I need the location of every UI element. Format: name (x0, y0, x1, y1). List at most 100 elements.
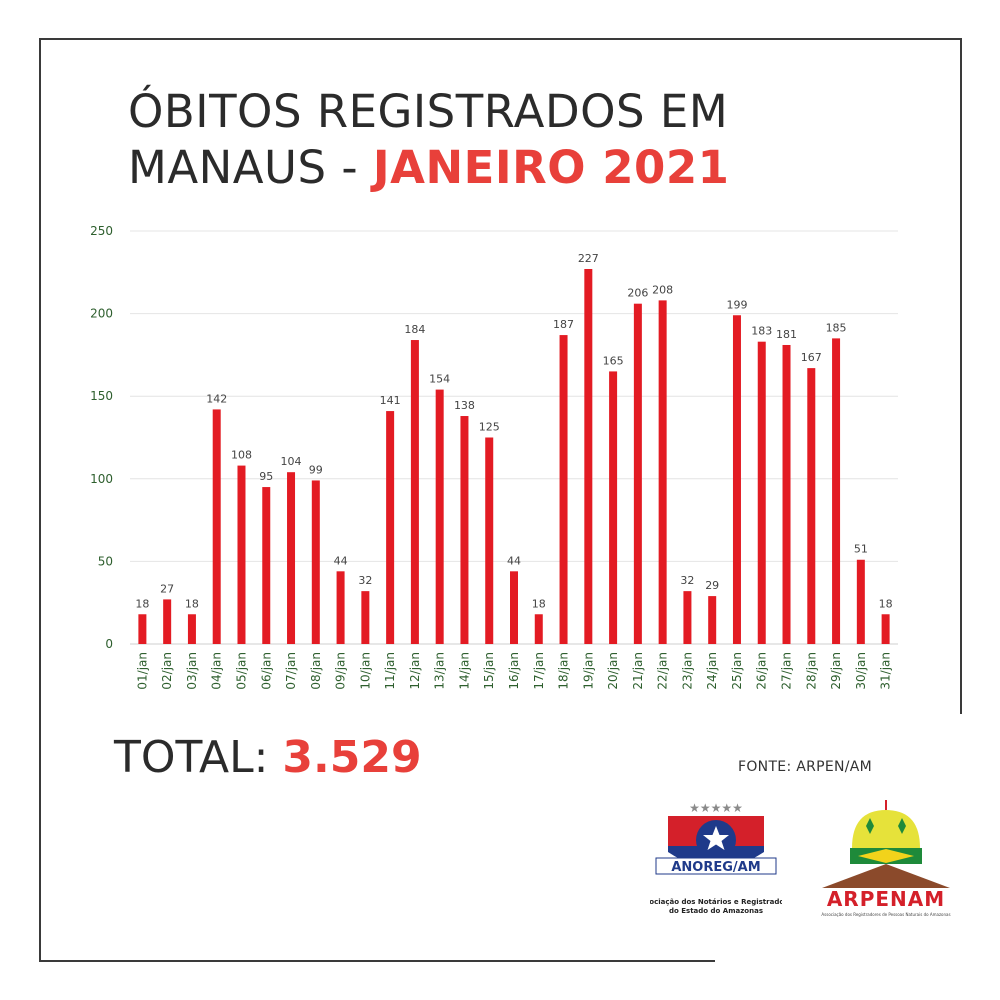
bar (757, 341, 766, 644)
bar (485, 437, 494, 644)
anoreg-subtitle-1: Associação dos Notários e Registradores (650, 898, 782, 906)
x-tick-label: 03/jan (185, 652, 199, 690)
bar (658, 300, 667, 644)
anoreg-name-box (655, 857, 777, 875)
bar (187, 614, 196, 644)
data-label: 27 (160, 582, 174, 595)
bar (633, 303, 642, 644)
anoreg-logo: ★★★★★ ANOREG/AM Associação dos Notários … (650, 801, 782, 915)
bar (732, 315, 741, 644)
bar (832, 338, 841, 644)
x-tick-label: 25/jan (730, 652, 744, 690)
bar (559, 335, 568, 644)
x-tick-label: 13/jan (433, 652, 447, 690)
bar (708, 596, 717, 644)
title-line-2-prefix: MANAUS - (128, 141, 373, 194)
frame-left-border (39, 38, 41, 962)
data-label: 154 (429, 373, 450, 386)
total: TOTAL: 3.529 (114, 732, 422, 783)
data-label: 18 (135, 597, 149, 610)
bar (262, 487, 271, 644)
bar (311, 480, 320, 644)
y-tick-label: 200 (90, 307, 113, 321)
arpenam-roof (822, 864, 950, 888)
data-label: 29 (705, 579, 719, 592)
data-label: 95 (259, 470, 273, 483)
bar (336, 571, 345, 644)
bar (138, 614, 147, 644)
x-tick-label: 09/jan (334, 652, 348, 690)
x-tick-label: 20/jan (606, 652, 620, 690)
data-label: 125 (479, 421, 500, 434)
bar (212, 409, 221, 644)
x-tick-label: 12/jan (408, 652, 422, 690)
bar (386, 411, 395, 644)
bar (881, 614, 890, 644)
data-label: 184 (404, 323, 425, 336)
data-label: 199 (726, 298, 747, 311)
x-tick-label: 11/jan (383, 652, 397, 690)
x-tick-label: 26/jan (755, 652, 769, 690)
data-label: 208 (652, 283, 673, 296)
bar (237, 465, 246, 644)
source-text: FONTE: ARPEN/AM (738, 759, 873, 775)
x-tick-label: 02/jan (160, 652, 174, 690)
bar (163, 599, 172, 644)
data-label: 32 (358, 574, 372, 587)
bar (410, 340, 419, 644)
x-tick-label: 18/jan (557, 652, 571, 690)
frame-top-border (39, 38, 962, 40)
data-label: 99 (309, 463, 323, 476)
y-tick-label: 0 (105, 637, 113, 651)
x-tick-label: 24/jan (705, 652, 719, 690)
bar (361, 591, 370, 644)
data-label: 185 (826, 321, 847, 334)
x-tick-label: 14/jan (457, 652, 471, 690)
x-tick-label: 16/jan (507, 652, 521, 690)
data-label: 44 (507, 554, 521, 567)
data-label: 32 (680, 574, 694, 587)
x-tick-label: 10/jan (358, 652, 372, 690)
data-label: 206 (627, 287, 648, 300)
arpenam-dome (852, 810, 920, 848)
x-tick-label: 08/jan (309, 652, 323, 690)
x-tick-label: 15/jan (482, 652, 496, 690)
data-label: 104 (281, 455, 302, 468)
title-line-2: MANAUS - JANEIRO 2021 (128, 140, 888, 196)
arpenam-name: ARPENAM (827, 887, 945, 911)
bar (683, 591, 692, 644)
frame-right-border (960, 38, 962, 714)
x-tick-label: 30/jan (854, 652, 868, 690)
y-tick-label: 50 (98, 554, 113, 568)
x-tick-label: 29/jan (829, 652, 843, 690)
data-label: 18 (532, 597, 546, 610)
anoreg-stars: ★★★★★ (689, 801, 743, 815)
chart-title: ÓBITOS REGISTRADOS EM MANAUS - JANEIRO 2… (128, 84, 888, 196)
title-line-1: ÓBITOS REGISTRADOS EM (128, 85, 729, 138)
data-label: 18 (879, 597, 893, 610)
bar (534, 614, 543, 644)
data-label: 51 (854, 543, 868, 556)
anoreg-name: ANOREG/AM (671, 860, 760, 875)
data-label: 227 (578, 252, 599, 265)
total-value: 3.529 (282, 732, 422, 783)
star-icon (703, 826, 729, 850)
x-tick-label: 28/jan (804, 652, 818, 690)
bar (609, 371, 618, 644)
arpenam-subtitle: Associação dos Registradores de Pessoas … (821, 912, 950, 917)
bar (584, 268, 593, 644)
x-tick-label: 21/jan (631, 652, 645, 690)
x-tick-label: 27/jan (780, 652, 794, 690)
bar (287, 472, 296, 644)
x-tick-label: 31/jan (879, 652, 893, 690)
data-label: 108 (231, 449, 252, 462)
x-tick-label: 06/jan (259, 652, 273, 690)
arpenam-logo: ARPENAM Associação dos Registradores de … (821, 800, 951, 917)
x-tick-label: 01/jan (135, 652, 149, 690)
data-label: 44 (334, 554, 348, 567)
bar (782, 344, 791, 644)
title-line-2-accent: JANEIRO 2021 (372, 141, 730, 194)
data-label: 141 (380, 394, 401, 407)
arpenam-flag-diamond (858, 849, 914, 863)
